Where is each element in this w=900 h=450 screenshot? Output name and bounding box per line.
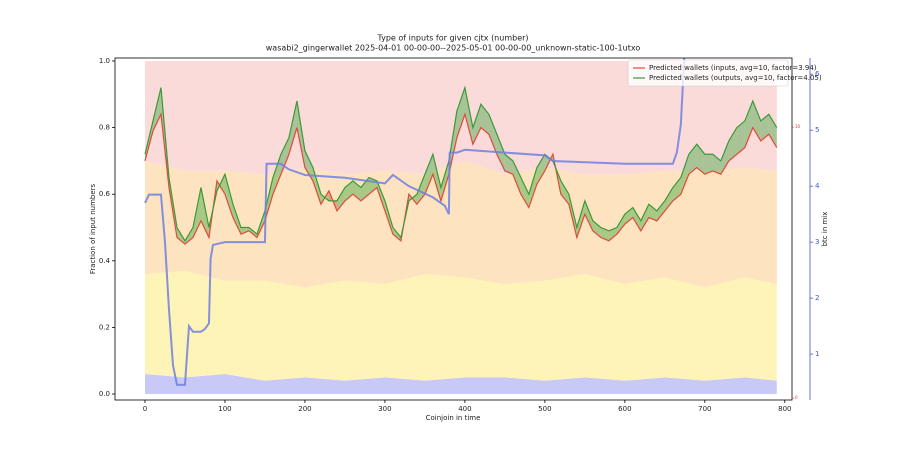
fill-between [720,140,729,175]
legend-box [627,59,789,87]
fill-between [768,114,777,148]
x-axis-label: Coinjoin in time [426,414,481,422]
fill-between [672,177,681,201]
fill-between [760,114,769,141]
y2-tick-label: 1 [815,350,819,358]
chart-title: Type of inputs for given cjtx (number) [376,34,528,43]
y-tick-label: 0.8 [99,124,110,132]
fill-between [560,180,569,205]
y2-tick-label: 2 [815,294,819,302]
x-tick-label: 700 [698,405,711,413]
fill-between [744,100,753,148]
fill-between [728,127,737,161]
fill-between [656,200,665,221]
fill-between [736,120,745,155]
fill-between [424,154,433,195]
fill-between [640,204,649,231]
fill-between [696,144,705,175]
x-tick-label: 400 [458,405,471,413]
x-tick-label: 200 [298,405,311,413]
fill-between [680,154,689,195]
y-axis-label: Fraction of input numbers [89,183,97,274]
fill-between [488,114,497,155]
y2-tick-label: 6 [815,70,820,78]
fill-between [632,207,641,231]
x-tick-label: 300 [378,405,391,413]
background-area [144,374,777,395]
y-tick-label: 0.6 [99,190,111,198]
fill-between [512,160,521,195]
fill-between [576,200,585,238]
fill-between [688,144,697,175]
fill-between [224,174,233,218]
background-layer [144,60,777,395]
fill-between [472,104,481,145]
fill-between [528,167,537,208]
background-area [144,270,777,381]
x-tick-label: 500 [538,405,551,413]
legend-label: Predicted wallets (inputs, avg=10, facto… [649,64,817,72]
fill-between [432,154,441,201]
y-tick-label: 1.0 [99,57,110,65]
y2-axis-label: btc in mix [821,212,829,247]
fill-between [520,177,529,208]
y3-tick-label: 0 [795,395,798,400]
series-line [144,85,778,242]
fill-between [360,177,369,201]
plot-frame [114,57,793,401]
fill-between [624,207,633,225]
fill-between [312,167,321,205]
fill-between [288,100,297,155]
background-area [144,160,777,288]
y3-tick-label: 10 [795,124,801,129]
x-tick-label: 0 [143,405,147,413]
fill-between [440,160,449,201]
fill-between [648,204,657,221]
fill-between [608,227,617,241]
fill-between [544,154,553,171]
y2-tick-label: 3 [815,238,819,246]
fill-between [304,150,313,181]
background-area [144,60,777,175]
plot-layer [144,58,778,386]
fill-between [296,100,305,168]
y2-tick-label: 5 [815,126,819,134]
y-tick-label: 0.4 [99,257,111,265]
fill-between [584,200,593,231]
fill-between [712,154,721,175]
y-tick-label: 0.2 [99,323,110,331]
fill-between [464,87,473,145]
chart-subtitle: wasabi2_gingerwallet 2025-04-01 00-00-00… [266,44,641,53]
fill-between [504,154,513,175]
fill-between [248,227,257,238]
fill-between [592,220,601,238]
fill-between [336,187,345,211]
series-line [144,112,778,245]
fill-between [752,100,761,141]
y2-tick-label: 4 [815,182,820,190]
y-tick-label: 0.0 [99,390,110,398]
x-tick-label: 100 [218,405,231,413]
fill-between [600,227,609,241]
series-line [144,58,686,386]
x-tick-label: 800 [778,405,791,413]
legend-label: Predicted wallets (outputs, avg=10, fact… [649,74,822,82]
fill-between [536,154,545,185]
fill-between [456,87,465,138]
fill-between [616,214,625,235]
x-tick-label: 600 [618,405,631,413]
fill-between [240,227,249,235]
fill-between [664,187,673,211]
fill-between [704,154,713,175]
